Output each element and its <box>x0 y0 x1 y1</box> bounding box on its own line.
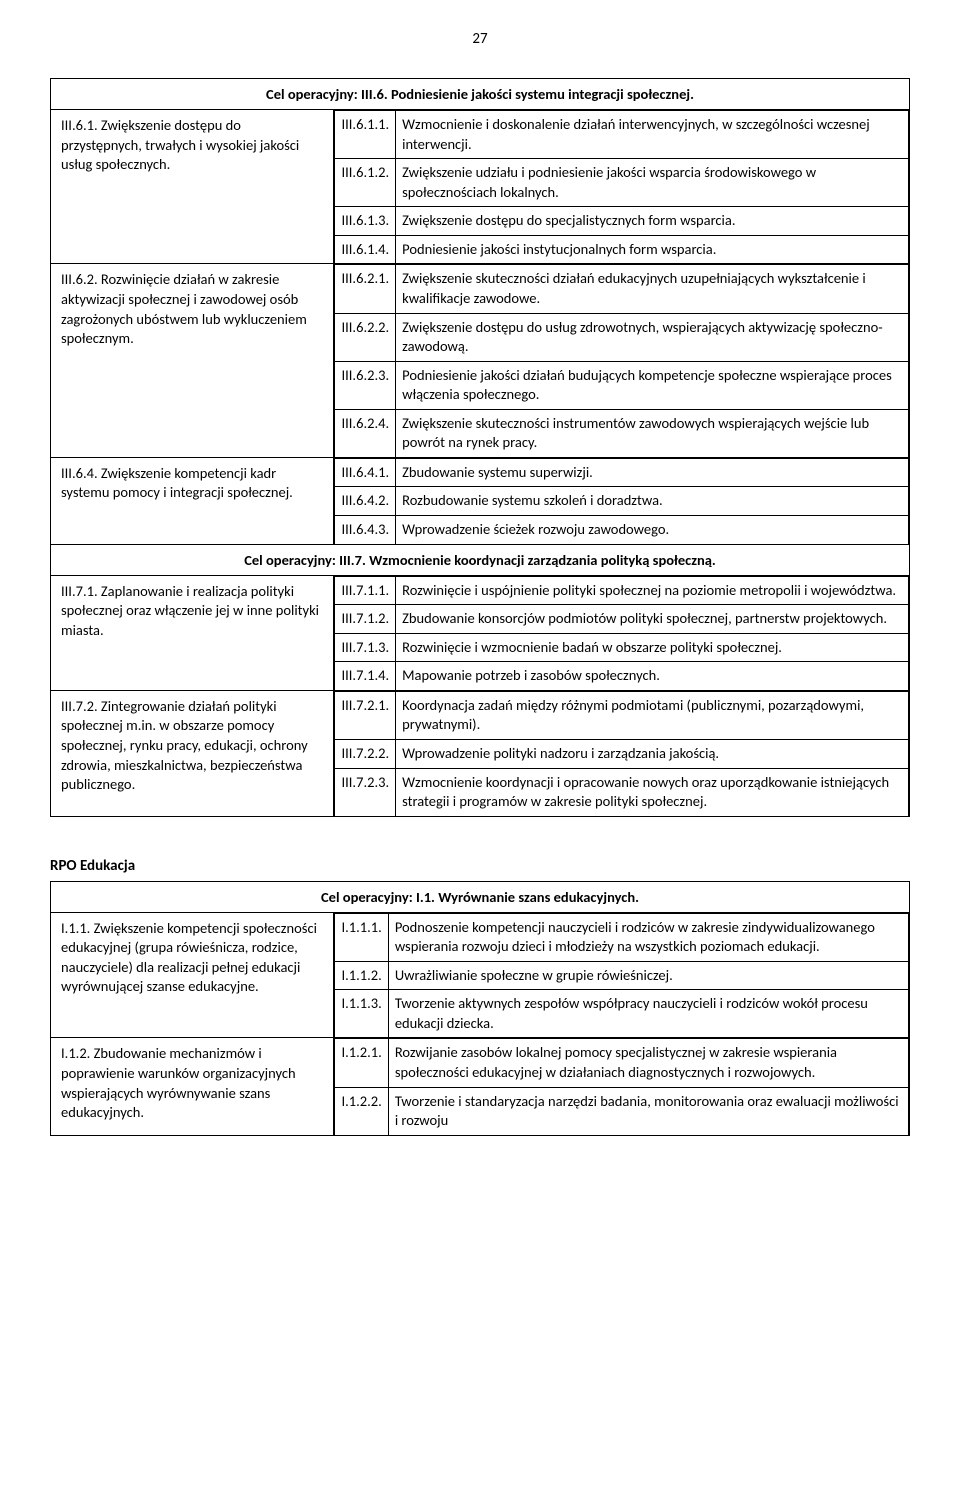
operational-goal-heading: Cel operacyjny: III.6. Podniesienie jako… <box>51 79 910 110</box>
action-code: III.6.1.2. <box>335 159 396 207</box>
action-text: Rozwinięcie i wzmocnienie badań w obszar… <box>396 633 909 662</box>
goal-left: I.1.2. Zbudowanie mechanizmów i poprawie… <box>51 1038 334 1135</box>
operational-goal-heading: Cel operacyjny: I.1. Wyrównanie szans ed… <box>51 881 910 912</box>
action-text: Zwiększenie dostępu do specjalistycznych… <box>396 207 909 236</box>
goal-right: I.1.2.1.Rozwijanie zasobów lokalnej pomo… <box>334 1038 910 1135</box>
action-code: III.6.2.4. <box>335 409 396 457</box>
action-text: Podnoszenie kompetencji nauczycieli i ro… <box>388 913 908 961</box>
policy-table: Cel operacyjny: III.6. Podniesienie jako… <box>50 78 910 817</box>
goal-left: I.1.1. Zwiększenie kompetencji społeczno… <box>51 912 334 1038</box>
action-code: III.7.2.1. <box>335 691 396 739</box>
action-text: Uwrażliwianie społeczne w grupie rówieśn… <box>388 961 908 990</box>
action-code: I.1.2.2. <box>335 1087 388 1135</box>
action-text: Wzmocnienie koordynacji i opracowanie no… <box>396 768 909 816</box>
action-code: I.1.2.1. <box>335 1039 388 1087</box>
action-code: III.7.1.3. <box>335 633 396 662</box>
action-code: III.6.4.3. <box>335 516 396 544</box>
action-code: I.1.1.1. <box>335 913 388 961</box>
action-code: III.7.2.3. <box>335 768 396 816</box>
action-text: Zwiększenie skuteczności instrumentów za… <box>396 409 909 457</box>
action-code: III.6.1.4. <box>335 235 396 263</box>
action-code: III.7.1.4. <box>335 662 396 690</box>
action-code: III.7.1.2. <box>335 605 396 634</box>
goal-right: III.7.2.1.Koordynacja zadań między różny… <box>334 690 910 816</box>
action-code: III.6.4.1. <box>335 458 396 487</box>
action-text: Wzmocnienie i doskonalenie działań inter… <box>396 111 909 159</box>
action-code: I.1.1.3. <box>335 990 388 1038</box>
action-text: Rozwinięcie i uspójnienie polityki społe… <box>396 576 909 605</box>
action-text: Tworzenie aktywnych zespołów współpracy … <box>388 990 908 1038</box>
goal-left: III.6.1. Zwiększenie dostępu do przystęp… <box>51 110 334 264</box>
action-text: Zbudowanie systemu superwizji. <box>396 458 909 487</box>
action-text: Podniesienie jakości instytucjonalnych f… <box>396 235 909 263</box>
goal-right: III.6.4.1.Zbudowanie systemu superwizji.… <box>334 457 910 544</box>
action-code: III.6.2.1. <box>335 265 396 313</box>
page-number: 27 <box>50 30 910 48</box>
action-code: III.6.4.2. <box>335 487 396 516</box>
action-text: Mapowanie potrzeb i zasobów społecznych. <box>396 662 909 690</box>
document-body: Cel operacyjny: III.6. Podniesienie jako… <box>50 78 910 1136</box>
action-code: III.6.2.3. <box>335 361 396 409</box>
action-text: Zwiększenie dostępu do usług zdrowotnych… <box>396 313 909 361</box>
action-text: Zbudowanie konsorcjów podmiotów polityki… <box>396 605 909 634</box>
goal-left: III.6.4. Zwiększenie kompetencji kadr sy… <box>51 457 334 544</box>
action-code: III.6.1.1. <box>335 111 396 159</box>
action-text: Rozwijanie zasobów lokalnej pomocy specj… <box>388 1039 908 1087</box>
action-text: Koordynacja zadań między różnymi podmiot… <box>396 691 909 739</box>
goal-right: III.7.1.1.Rozwinięcie i uspójnienie poli… <box>334 575 910 690</box>
goal-right: III.6.2.1.Zwiększenie skuteczności dział… <box>334 264 910 458</box>
goal-left: III.7.1. Zaplanowanie i realizacja polit… <box>51 575 334 690</box>
goal-right: I.1.1.1.Podnoszenie kompetencji nauczyci… <box>334 912 910 1038</box>
action-text: Zwiększenie skuteczności działań edukacy… <box>396 265 909 313</box>
goal-right: III.6.1.1.Wzmocnienie i doskonalenie dzi… <box>334 110 910 264</box>
action-code: III.7.2.2. <box>335 739 396 768</box>
action-text: Zwiększenie udziału i podniesienie jakoś… <box>396 159 909 207</box>
section-title: RPO Edukacja <box>50 857 910 875</box>
action-text: Wprowadzenie ścieżek rozwoju zawodowego. <box>396 516 909 544</box>
action-code: III.6.2.2. <box>335 313 396 361</box>
action-text: Rozbudowanie systemu szkoleń i doradztwa… <box>396 487 909 516</box>
goal-left: III.6.2. Rozwinięcie działań w zakresie … <box>51 264 334 458</box>
action-code: I.1.1.2. <box>335 961 388 990</box>
action-code: III.7.1.1. <box>335 576 396 605</box>
policy-table: Cel operacyjny: I.1. Wyrównanie szans ed… <box>50 881 910 1136</box>
operational-goal-heading: Cel operacyjny: III.7. Wzmocnienie koord… <box>51 544 910 575</box>
action-code: III.6.1.3. <box>335 207 396 236</box>
goal-left: III.7.2. Zintegrowanie działań polityki … <box>51 690 334 816</box>
action-text: Wprowadzenie polityki nadzoru i zarządza… <box>396 739 909 768</box>
action-text: Podniesienie jakości działań budujących … <box>396 361 909 409</box>
action-text: Tworzenie i standaryzacja narzędzi badan… <box>388 1087 908 1135</box>
